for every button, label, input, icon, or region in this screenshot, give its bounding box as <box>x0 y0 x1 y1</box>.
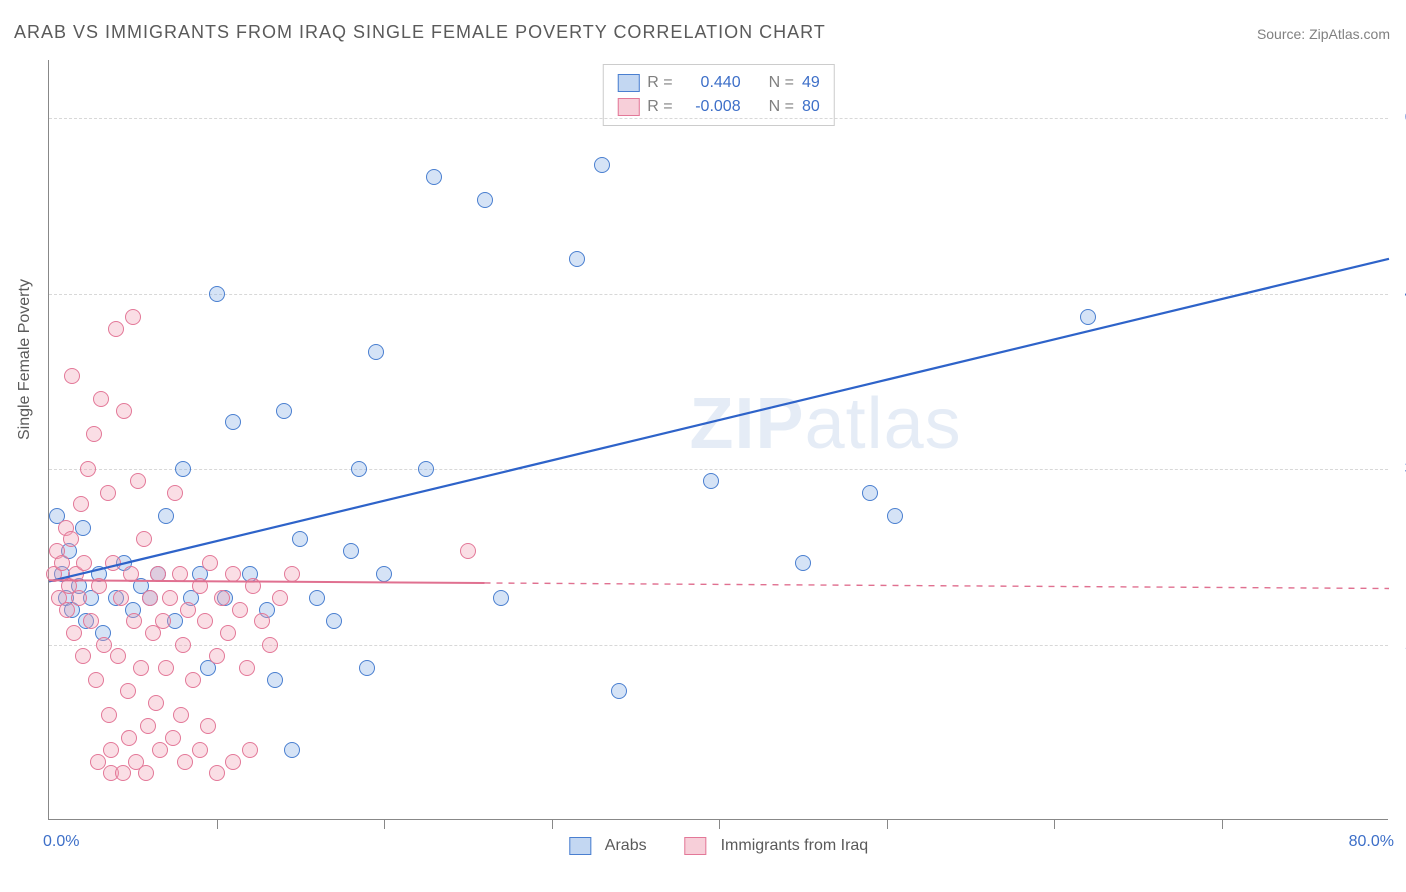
x-axis-max-label: 80.0% <box>1349 833 1394 851</box>
x-axis-tick <box>719 819 720 829</box>
x-axis-tick <box>384 819 385 829</box>
trend-lines <box>49 60 1389 820</box>
chart-title: ARAB VS IMMIGRANTS FROM IRAQ SINGLE FEMA… <box>14 22 826 43</box>
series-label-iraq: Immigrants from Iraq <box>721 837 869 855</box>
series-legend: Arabs Immigrants from Iraq <box>569 837 868 855</box>
trend-line-dashed <box>485 583 1390 589</box>
series-label-arabs: Arabs <box>605 837 647 855</box>
swatch-pink-icon <box>685 837 707 855</box>
scatter-plot-area: ZIPatlas R = 0.440 N = 49 R = -0.008 N =… <box>48 60 1388 820</box>
x-axis-tick <box>1054 819 1055 829</box>
x-axis-tick <box>552 819 553 829</box>
trend-line-solid <box>49 259 1389 582</box>
y-axis-title: Single Female Poverty <box>16 279 34 440</box>
x-axis-tick <box>1222 819 1223 829</box>
x-axis-min-label: 0.0% <box>43 833 79 851</box>
x-axis-tick <box>217 819 218 829</box>
source-attribution: Source: ZipAtlas.com <box>1257 26 1390 42</box>
x-axis-tick <box>887 819 888 829</box>
trend-line-solid <box>49 580 485 583</box>
swatch-blue-icon <box>569 837 591 855</box>
